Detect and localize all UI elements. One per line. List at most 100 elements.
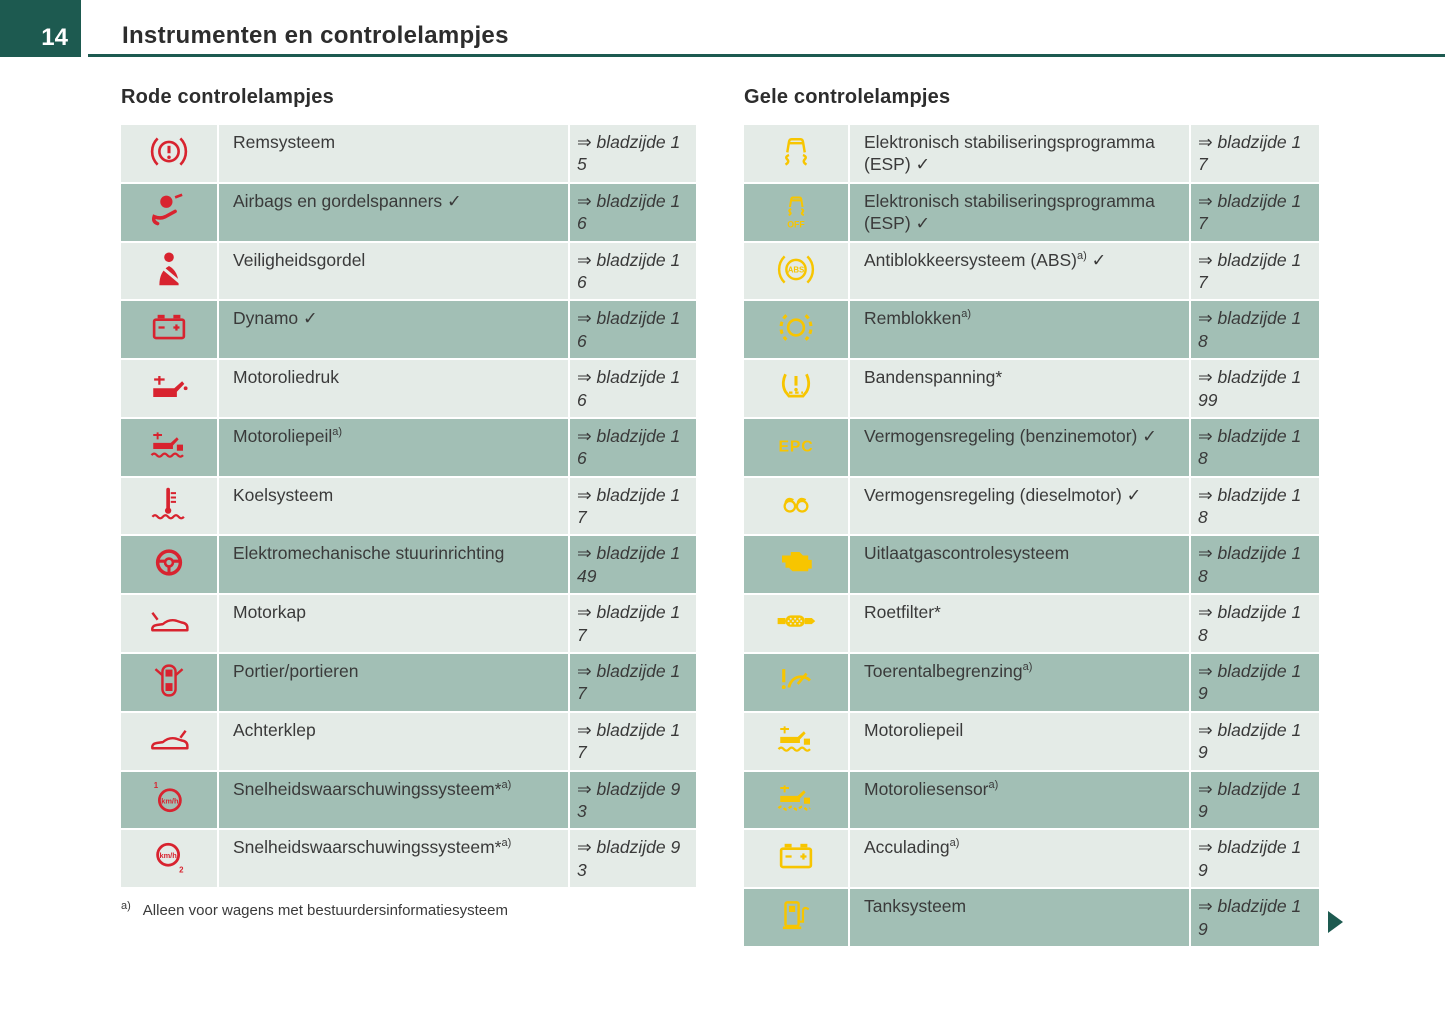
page-reference-line2: 8 [1198, 565, 1208, 586]
page-reference-line1: ⇒ bladzijde 1 [577, 367, 681, 388]
warning-label-text: Acculading [864, 837, 950, 858]
warning-label: Vermogensregeling (dieselmotor) ✓ [850, 477, 1189, 535]
page-reference-line1: ⇒ bladzijde 1 [1198, 719, 1302, 740]
yellow-lamps-table: Elektronisch stabiliseringsprogramma (ES… [744, 125, 1319, 946]
header-divider [88, 54, 1445, 57]
table-row: Airbags en gordelspanners ✓ ⇒ bladzijde 1… [121, 183, 696, 241]
footnote-marker: a) [961, 308, 972, 321]
speed-warning-2-icon: km/h 2 [121, 830, 217, 888]
warning-label-text: Motorkap [233, 602, 306, 623]
warning-label: Portier/portieren [219, 654, 568, 711]
warning-label: Airbags en gordelspanners ✓ [219, 183, 568, 241]
page-reference-line2: 8 [1198, 624, 1208, 645]
table-row: km/h 2 Snelheidswaarschuwingssysteem*a) ⇒ b… [121, 830, 696, 888]
page-reference-line2: 6 [577, 271, 587, 292]
page-reference-line1: ⇒ bladzijde 1 [577, 543, 681, 564]
page-reference-line1: ⇒ bladzijde 1 [1198, 661, 1302, 682]
coolant-warning-icon [121, 477, 217, 535]
warning-label-text: Elektromechanische stuurinrichting [233, 543, 505, 564]
warning-label-text: Dynamo [233, 308, 299, 329]
warning-label-text: Portier/portieren [233, 661, 359, 682]
page-reference-line2: 7 [577, 683, 587, 704]
svg-text:2: 2 [179, 866, 184, 875]
warning-label-text: Motoroliepeil [864, 719, 964, 740]
svg-text:OFF: OFF [787, 219, 805, 229]
table-row: ABS Antiblokkeersysteem (ABS)a) ✓ ⇒ bladzi… [744, 242, 1319, 300]
footnote-text: Alleen voor wagens met bestuurdersinform… [142, 902, 508, 920]
warning-label: Motoroliepeil [850, 712, 1189, 770]
warning-label-text: Veiligheidsgordel [233, 249, 366, 270]
page-reference-line2: 6 [577, 448, 587, 469]
brake-system-warning-icon [121, 125, 217, 182]
page-reference-line2: 8 [1198, 330, 1208, 351]
oil-sensor-icon [744, 771, 848, 829]
warning-label: Bandenspanning* [850, 360, 1189, 417]
page-reference-line1: ⇒ bladzijde 1 [577, 132, 681, 152]
speed-warning-1-icon: km/h 1 [121, 771, 217, 829]
warning-label: Acculadinga) [850, 830, 1189, 888]
page-reference-line1: ⇒ bladzijde 1 [1198, 896, 1302, 917]
page-reference-line1: ⇒ bladzijde 1 [1198, 190, 1302, 211]
warning-label-text: Koelsysteem [233, 484, 334, 505]
warning-label: Motorkap [219, 595, 568, 653]
page-reference-line2: 7 [1198, 154, 1208, 175]
check-mark: ✓ [1086, 249, 1107, 270]
steering-warning-icon [121, 536, 217, 594]
table-row: Bandenspanning* ⇒ bladzijde 1 99 [744, 360, 1319, 417]
warning-label-text: Motoroliepeil [233, 425, 333, 446]
warning-label: Roetfilter* [850, 595, 1189, 653]
red-lamps-table: Remsysteem ⇒ bladzijde 1 5 Airbags en gorde… [121, 125, 696, 888]
esp-warning-icon [744, 125, 848, 182]
svg-text:EPC: EPC [778, 439, 813, 456]
page-reference-line2: 3 [577, 859, 587, 880]
page-reference-line1: ⇒ bladzijde 1 [577, 190, 681, 211]
page-title: Instrumenten en controlelampjes [122, 22, 509, 49]
warning-label: Veiligheidsgordel [219, 242, 568, 300]
warning-label-text: Tanksysteem [864, 896, 967, 917]
page-continues-arrow-icon [1328, 910, 1343, 933]
table-row: Elektronisch stabiliseringsprogramma (ES… [744, 125, 1319, 182]
engine-emission-icon [744, 536, 848, 594]
abs-warning-icon: ABS [744, 242, 848, 300]
red-section-heading: Rode controlelampjes [121, 86, 334, 108]
page-reference-line1: ⇒ bladzijde 1 [1198, 425, 1302, 446]
footnote-marker: a) [988, 778, 999, 791]
page-reference-line2: 99 [1198, 389, 1218, 410]
warning-label-text: Bandenspanning* [864, 367, 1003, 388]
page-reference-line2: 7 [577, 742, 587, 763]
warning-label-text: Motoroliedruk [233, 367, 340, 388]
glow-plug-icon [744, 477, 848, 535]
seatbelt-warning-icon [121, 242, 217, 300]
warning-label: Toerentalbegrenzinga) [850, 654, 1189, 711]
warning-label: Snelheidswaarschuwingssysteem*a) [219, 771, 568, 829]
page-reference-line1: ⇒ bladzijde 1 [1198, 249, 1302, 270]
page-reference-line1: ⇒ bladzijde 1 [577, 484, 681, 505]
check-mark: ✓ [1137, 425, 1157, 446]
footnote-marker: a) [501, 837, 512, 850]
warning-label-text: Elektronisch stabiliseringsprogramma (ES… [864, 132, 1155, 175]
page-reference-line1: ⇒ bladzijde 1 [1198, 132, 1302, 152]
page-reference-line2: 9 [1198, 859, 1208, 880]
particulate-filter-icon [744, 595, 848, 653]
svg-text:km/h: km/h [161, 796, 179, 805]
brake-pads-warning-icon [744, 301, 848, 359]
